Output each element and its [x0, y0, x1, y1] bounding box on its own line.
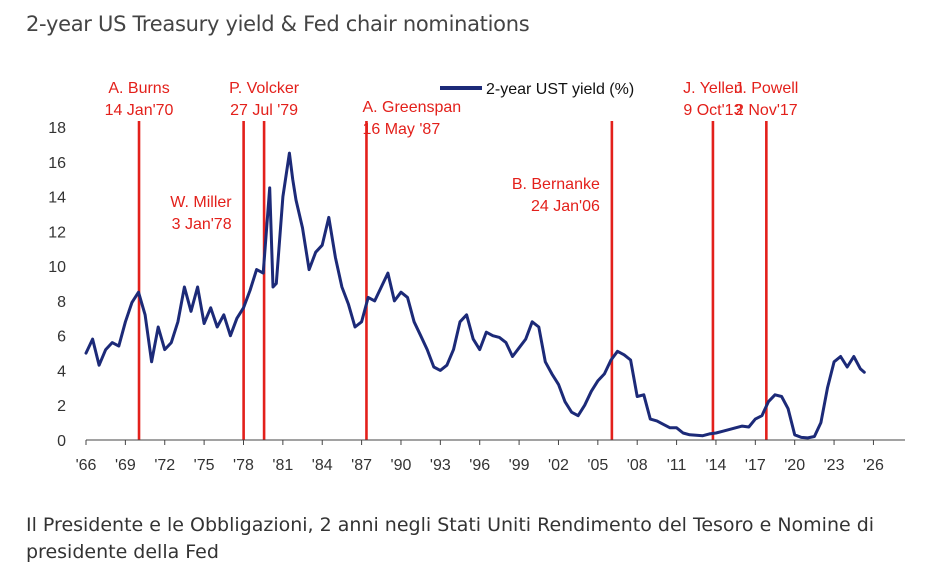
- y-tick-label: 18: [48, 120, 66, 137]
- x-tick-label: '17: [745, 457, 766, 474]
- x-tick-label: '84: [312, 457, 333, 474]
- nomination-date-label: 2 Nov'17: [735, 102, 798, 119]
- x-tick-label: '93: [430, 457, 451, 474]
- chart-title: 2-year US Treasury yield & Fed chair nom…: [26, 12, 530, 36]
- y-tick-label: 10: [48, 259, 66, 276]
- x-tick-label: '69: [115, 457, 136, 474]
- nomination-date-label: 3 Jan'78: [172, 216, 232, 233]
- x-tick-label: '66: [76, 457, 97, 474]
- y-tick-label: 16: [48, 155, 66, 172]
- x-tick-label: '78: [233, 457, 254, 474]
- y-tick-label: 0: [57, 433, 66, 450]
- caption-text: Il Presidente e le Obbligazioni, 2 anni …: [26, 514, 875, 563]
- x-tick-label: '81: [272, 457, 293, 474]
- nomination-date-label: 14 Jan'70: [105, 102, 174, 119]
- y-tick-label: 6: [57, 329, 66, 346]
- nomination-name-label: A. Greenspan: [362, 99, 461, 116]
- x-axis: '66 '69 '72 '75 '78 '81 '84 '87 '90 '93 '96 '99 '02 '…: [76, 440, 884, 474]
- x-tick-label: '96: [469, 457, 490, 474]
- y-tick-label: 14: [48, 190, 66, 207]
- x-tick-label: '14: [706, 457, 727, 474]
- x-tick-label: '87: [351, 457, 372, 474]
- legend: 2-year UST yield (%): [440, 81, 634, 98]
- nomination-date-label: 24 Jan'06: [531, 198, 600, 215]
- nomination-name-label: P. Volcker: [229, 80, 300, 97]
- x-tick-label: '08: [627, 457, 648, 474]
- nomination-name-label: J. Yellen: [683, 80, 743, 97]
- nomination-name-label: B. Bernanke: [512, 176, 600, 193]
- nomination-date-label: 9 Oct'13: [683, 102, 742, 119]
- nomination-name-label: W. Miller: [170, 194, 232, 211]
- y-tick-label: 4: [57, 363, 66, 380]
- x-tick-label: '02: [548, 457, 569, 474]
- x-tick-label: '23: [824, 457, 845, 474]
- x-tick-label: '26: [863, 457, 884, 474]
- chart-area: A. Burns 14 Jan'70 W. Miller 3 Jan'78 P. Vol…: [48, 80, 905, 474]
- legend-label: 2-year UST yield (%): [486, 81, 634, 98]
- x-tick-label: '72: [154, 457, 175, 474]
- nomination-date-label: 16 May '87: [362, 121, 440, 138]
- series-line-2y-yield: [84, 151, 866, 440]
- nomination-name-label: A. Burns: [108, 80, 169, 97]
- nomination-name-label: J. Powell: [734, 80, 798, 97]
- x-tick-label: '05: [587, 457, 608, 474]
- y-axis: 0 2 4 6 8 10 12 14 16 18: [48, 120, 66, 450]
- x-tick-label: '90: [391, 457, 412, 474]
- nomination-lines: A. Burns 14 Jan'70 W. Miller 3 Jan'78 P. Vol…: [105, 80, 798, 440]
- y-tick-label: 2: [57, 398, 66, 415]
- x-tick-label: '11: [667, 457, 687, 474]
- y-tick-label: 8: [57, 294, 66, 311]
- x-tick-label: '99: [509, 457, 530, 474]
- nomination-date-label: 27 Jul '79: [230, 102, 298, 119]
- y-tick-label: 12: [48, 224, 66, 241]
- x-tick-label: '20: [784, 457, 805, 474]
- x-tick-label: '75: [194, 457, 215, 474]
